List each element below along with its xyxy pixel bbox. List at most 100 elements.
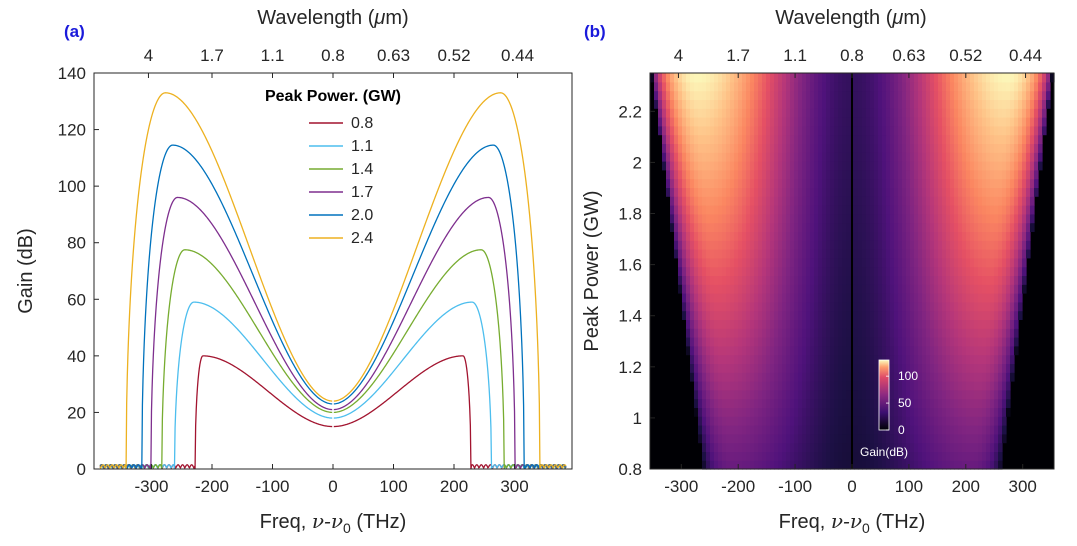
heatmap-cell (974, 354, 979, 364)
heatmap-cell (914, 90, 919, 100)
heatmap-cell (786, 416, 791, 426)
heatmap-cell (794, 425, 799, 435)
heatmap-cell (750, 372, 755, 382)
heatmap-cell (926, 275, 931, 285)
heatmap-cell (1034, 187, 1039, 197)
heatmap-cell (986, 328, 991, 338)
heatmap-cell (670, 196, 675, 206)
heatmap-cell (722, 266, 727, 276)
heatmap-cell (918, 99, 923, 109)
heatmap-cell (906, 460, 911, 470)
heatmap-cell (738, 213, 743, 224)
heatmap-cell (890, 442, 895, 452)
heatmap-cell (858, 460, 863, 470)
heatmap-cell (938, 134, 943, 144)
panel-label-b: (b) (584, 22, 606, 41)
heatmap-cell (966, 143, 971, 153)
heatmap-cell (842, 460, 847, 470)
heatmap-cell (910, 108, 915, 118)
heatmap-cell (782, 152, 787, 162)
heatmap-cell (898, 143, 903, 153)
heatmap-cell (746, 152, 751, 162)
heatmap-cell (894, 372, 899, 382)
heatmap-cell (946, 328, 951, 338)
heatmap-cell (806, 345, 811, 356)
heatmap-cell (786, 460, 791, 470)
heatmap-cell (1034, 99, 1039, 109)
top-tick-label-a: 0.44 (501, 46, 534, 65)
heatmap-cell (682, 81, 687, 92)
heatmap-cell (998, 178, 1003, 188)
heatmap-cell (862, 169, 867, 180)
heatmap-cell (946, 134, 951, 144)
heatmap-cell (746, 293, 751, 303)
heatmap-cell (778, 240, 783, 250)
heatmap-cell (1002, 433, 1007, 444)
heatmap-cell (822, 460, 827, 470)
heatmap-cell (802, 222, 807, 232)
heatmap-cell (766, 433, 771, 444)
heatmap-cell (666, 108, 671, 118)
heatmap-cell (890, 81, 895, 92)
heatmap-cell (814, 407, 819, 417)
heatmap-cell (890, 425, 895, 435)
heatmap-cell (950, 161, 955, 171)
heatmap-cell (958, 363, 963, 373)
heatmap-cell (874, 284, 879, 294)
heatmap-cell (714, 337, 719, 347)
heatmap-cell (886, 178, 891, 188)
heatmap-cell (966, 381, 971, 391)
heatmap-cell (998, 187, 1003, 197)
heatmap-cell (730, 161, 735, 171)
heatmap-cell (910, 319, 915, 329)
heatmap-cell (774, 143, 779, 153)
heatmap-cell (854, 196, 859, 206)
heatmap-cell (978, 90, 983, 100)
heatmap-cell (894, 416, 899, 426)
heatmap-cell (946, 425, 951, 435)
heatmap-cell (918, 381, 923, 391)
heatmap-cell (802, 354, 807, 364)
heatmap-cell (834, 117, 839, 127)
heatmap-cell (914, 416, 919, 426)
heatmap-cell (678, 125, 683, 136)
heatmap-cell (770, 363, 775, 373)
heatmap-cell (882, 187, 887, 197)
heatmap-cell (854, 178, 859, 188)
heatmap-cell (802, 433, 807, 444)
heatmap-cell (858, 117, 863, 127)
heatmap-cell (690, 231, 695, 241)
heatmap-cell (958, 169, 963, 180)
heatmap-cell (818, 205, 823, 215)
heatmap-cell (758, 442, 763, 452)
heatmap-cell (710, 169, 715, 180)
heatmap-cell (790, 275, 795, 285)
heatmap-cell (710, 73, 715, 83)
heatmap-cell (698, 187, 703, 197)
heatmap-cell (834, 363, 839, 373)
heatmap-cell (982, 257, 987, 268)
heatmap-cell (1034, 134, 1039, 144)
heatmap-cell (750, 196, 755, 206)
heatmap-cell (770, 152, 775, 162)
heatmap-cell (738, 337, 743, 347)
heatmap-cell (802, 73, 807, 83)
heatmap-cell (974, 73, 979, 83)
heatmap-cell (690, 266, 695, 276)
heatmap-cell (830, 372, 835, 382)
heatmap-cell (778, 442, 783, 452)
heatmap-cell (838, 249, 843, 259)
heatmap-cell (886, 108, 891, 118)
heatmap-cell (914, 381, 919, 391)
heatmap-cell (958, 205, 963, 215)
top-tick-label-b: 0.8 (840, 46, 864, 65)
heatmap-cell (998, 433, 1003, 444)
heatmap-cell (670, 205, 675, 215)
heatmap-cell (726, 222, 731, 232)
heatmap-cell (702, 187, 707, 197)
heatmap-cell (994, 337, 999, 347)
heatmap-cell (1006, 169, 1011, 180)
heatmap-cell (722, 425, 727, 435)
heatmap-cell (766, 222, 771, 232)
heatmap-cell (798, 442, 803, 452)
